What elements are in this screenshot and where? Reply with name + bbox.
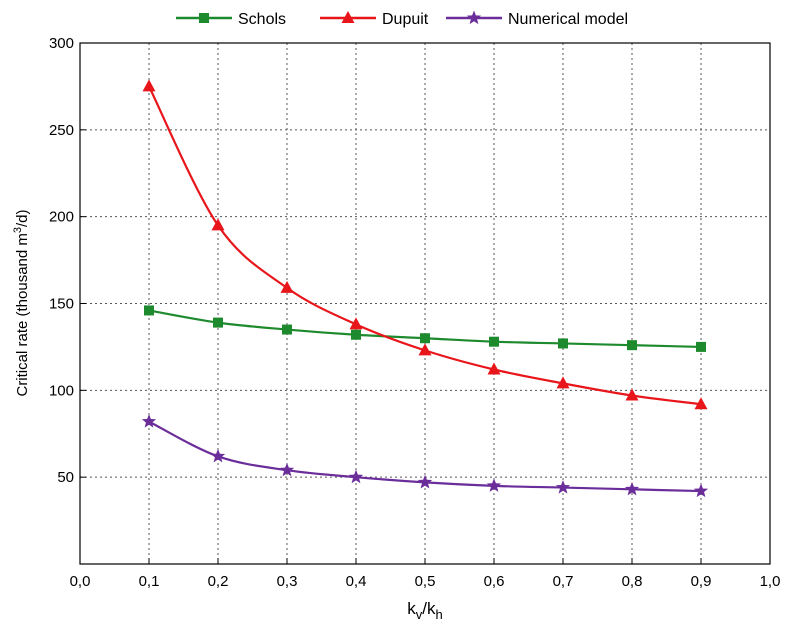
data-point-schols — [489, 336, 499, 347]
data-point-schols — [282, 324, 292, 335]
data-point-numerical-model — [141, 414, 157, 428]
y-tick-label: 100 — [49, 382, 74, 399]
x-tick-label: 0,0 — [70, 573, 91, 590]
data-point-dupuit — [142, 79, 156, 92]
data-point-schols — [558, 338, 568, 349]
data-point-dupuit — [625, 388, 639, 401]
data-point-dupuit — [487, 362, 501, 375]
legend-label: Dupuit — [382, 11, 429, 28]
data-point-dupuit — [556, 376, 570, 389]
legend: Schols Dupuit Numerical model — [176, 10, 628, 28]
data-point-dupuit — [418, 343, 432, 356]
y-tick-label: 250 — [49, 122, 74, 139]
x-tick-label: 0,2 — [208, 573, 229, 590]
legend-item-dupuit: Dupuit — [320, 11, 429, 28]
legend-marker — [466, 10, 482, 25]
data-point-numerical-model — [486, 478, 502, 492]
y-tick-label: 300 — [49, 35, 74, 52]
data-point-dupuit — [349, 317, 363, 330]
x-tick-label: 0,3 — [277, 573, 298, 590]
x-tick-label: 0,9 — [691, 573, 712, 590]
series — [141, 79, 709, 498]
y-tick-label: 200 — [49, 209, 74, 226]
data-point-numerical-model — [210, 448, 226, 463]
legend-label: Schols — [238, 11, 286, 28]
data-point-dupuit — [211, 218, 225, 231]
grid — [80, 43, 770, 564]
data-point-numerical-model — [555, 480, 571, 494]
y-tick-label: 150 — [49, 296, 74, 313]
data-point-numerical-model — [279, 462, 295, 477]
series-schols — [144, 305, 706, 352]
legend-marker — [199, 13, 209, 23]
legend-item-schols: Schols — [176, 11, 286, 28]
x-axis-label: kv/kh — [407, 599, 442, 622]
data-point-schols — [144, 305, 154, 316]
legend-item-numerical-model: Numerical model — [446, 10, 628, 28]
x-tick-label: 0,8 — [622, 573, 643, 590]
data-point-dupuit — [694, 397, 708, 410]
y-tick-label: 50 — [57, 469, 74, 486]
x-tick-label: 1,0 — [760, 573, 781, 590]
x-tick-label: 0,7 — [553, 573, 574, 590]
data-point-numerical-model — [348, 469, 364, 484]
data-point-schols — [351, 329, 361, 340]
x-tick-label: 0,4 — [346, 573, 367, 590]
data-point-schols — [420, 333, 430, 344]
data-point-numerical-model — [624, 481, 640, 496]
series-numerical-model — [141, 414, 709, 498]
data-point-numerical-model — [417, 474, 433, 489]
data-point-schols — [213, 317, 223, 328]
y-axis-label: Critical rate (thousand m3/d) — [12, 209, 31, 396]
data-point-schols — [627, 340, 637, 351]
series-dupuit — [142, 79, 708, 410]
legend-label: Numerical model — [508, 11, 628, 28]
x-tick-label: 0,1 — [139, 573, 160, 590]
axis-ticks: 0,0 0,1 0,2 0,3 0,4 0,5 0,6 0,7 0,8 0,9 1,0 50 100 15… — [49, 35, 780, 590]
data-point-schols — [696, 341, 706, 352]
data-point-dupuit — [280, 280, 294, 293]
x-tick-label: 0,5 — [415, 573, 436, 590]
legend-marker — [341, 11, 355, 23]
data-point-numerical-model — [693, 483, 709, 498]
x-tick-label: 0,6 — [484, 573, 505, 590]
